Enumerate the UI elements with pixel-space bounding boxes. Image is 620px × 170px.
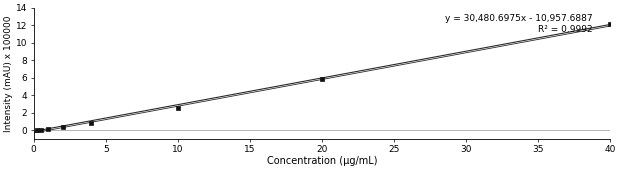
X-axis label: Concentration (µg/mL): Concentration (µg/mL) [267, 156, 377, 166]
Y-axis label: Intensity (mAU) x 100000: Intensity (mAU) x 100000 [4, 15, 13, 132]
Text: y = 30,480.6975x - 10,957.6887
R² = 0.9992: y = 30,480.6975x - 10,957.6887 R² = 0.99… [445, 14, 593, 34]
